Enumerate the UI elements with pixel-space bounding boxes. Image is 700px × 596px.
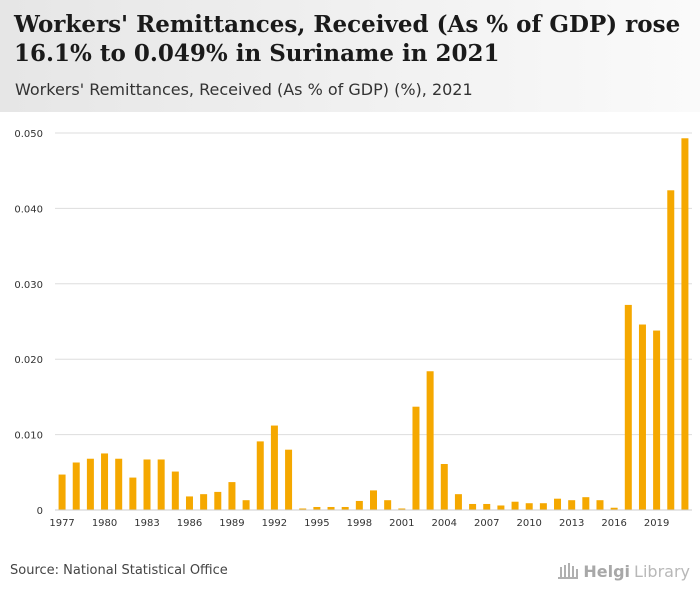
x-tick-label: 1977 <box>49 518 74 529</box>
bar-1987[interactable] <box>200 494 208 510</box>
bar-2003[interactable] <box>426 371 434 510</box>
bar-2021[interactable] <box>681 138 689 510</box>
x-tick-label: 2016 <box>601 518 626 529</box>
bar-2020[interactable] <box>667 190 675 511</box>
y-tick-label: 0.020 <box>14 355 43 366</box>
bar-1988[interactable] <box>214 491 222 510</box>
library-building-icon <box>558 563 579 579</box>
x-tick-label: 2019 <box>644 518 669 529</box>
bar-2010[interactable] <box>525 503 533 510</box>
y-tick-label: 0 <box>37 506 43 517</box>
chart-subtitle: Workers' Remittances, Received (As % of … <box>15 80 473 99</box>
bar-2007[interactable] <box>483 503 491 510</box>
bar-1992[interactable] <box>270 425 278 510</box>
bar-2012[interactable] <box>554 498 562 510</box>
x-tick-label: 2004 <box>432 518 457 529</box>
source-note: Source: National Statistical Office <box>10 563 228 578</box>
bar-1986[interactable] <box>185 496 193 510</box>
bar-2004[interactable] <box>440 464 448 510</box>
bar-2000[interactable] <box>384 500 392 510</box>
bar-2005[interactable] <box>454 494 462 510</box>
bar-1993[interactable] <box>285 449 293 510</box>
bar-2019[interactable] <box>653 330 661 510</box>
bar-2013[interactable] <box>568 500 576 510</box>
plot-area: 0 0.010 0.020 0.030 0.040 0.050 1977 1980 1983 19… <box>0 112 700 542</box>
bar-2008[interactable] <box>497 505 505 510</box>
bar-1997[interactable] <box>341 506 349 510</box>
bar-chart: 0 0.010 0.020 0.030 0.040 0.050 1977 1980 1983 19… <box>14 129 692 529</box>
page-title: Workers' Remittances, Received (As % of … <box>14 11 681 67</box>
bar-2002[interactable] <box>412 406 420 510</box>
bar-2016[interactable] <box>610 507 618 510</box>
bar-1999[interactable] <box>370 490 377 510</box>
x-tick-label: 1986 <box>177 518 202 529</box>
bar-2001[interactable] <box>398 508 406 510</box>
x-tick-label: 2010 <box>516 518 541 529</box>
x-tick-label: 1980 <box>92 518 117 529</box>
x-tick-label: 2007 <box>474 518 499 529</box>
bar-1984[interactable] <box>157 459 165 510</box>
x-tick-label: 1992 <box>262 518 287 529</box>
y-tick-label: 0.040 <box>14 204 43 215</box>
bar-2017[interactable] <box>624 304 632 510</box>
x-tick-label: 1989 <box>219 518 244 529</box>
bar-1977[interactable] <box>58 474 66 510</box>
bar-1979[interactable] <box>86 458 94 510</box>
header-banner: Workers' Remittances, Received (As % of … <box>0 0 700 112</box>
brand-name-light: Library <box>634 561 690 581</box>
bar-1998[interactable] <box>355 500 363 510</box>
bar-1996[interactable] <box>327 506 335 510</box>
bar-2015[interactable] <box>596 500 604 510</box>
bar-2009[interactable] <box>511 501 519 510</box>
bar-2014[interactable] <box>582 497 590 510</box>
brand-name-bold: Helgi <box>583 561 631 581</box>
bar-1980[interactable] <box>101 453 109 510</box>
bar-1982[interactable] <box>129 477 137 510</box>
x-tick-label: 1983 <box>134 518 159 529</box>
x-tick-label: 1995 <box>304 518 329 529</box>
bar-1994[interactable] <box>299 508 307 510</box>
bar-1995[interactable] <box>313 506 321 510</box>
bar-1981[interactable] <box>115 458 123 510</box>
x-tick-label: 2001 <box>389 518 414 529</box>
bar-2011[interactable] <box>539 503 547 510</box>
bar-1983[interactable] <box>143 459 151 510</box>
y-tick-label: 0.030 <box>14 280 43 291</box>
bar-1990[interactable] <box>242 500 250 510</box>
bar-1978[interactable] <box>72 462 80 511</box>
bar-2018[interactable] <box>638 324 646 510</box>
bar-1991[interactable] <box>256 441 264 510</box>
bar-2006[interactable] <box>469 503 477 510</box>
helgi-library-logo[interactable]: Helgi Library <box>557 560 690 582</box>
bar-1989[interactable] <box>228 482 236 510</box>
x-tick-label: 1998 <box>347 518 372 529</box>
y-tick-label: 0.050 <box>14 129 43 140</box>
y-tick-label: 0.010 <box>14 431 43 442</box>
x-tick-label: 2013 <box>559 518 584 529</box>
bar-1985[interactable] <box>171 471 179 510</box>
